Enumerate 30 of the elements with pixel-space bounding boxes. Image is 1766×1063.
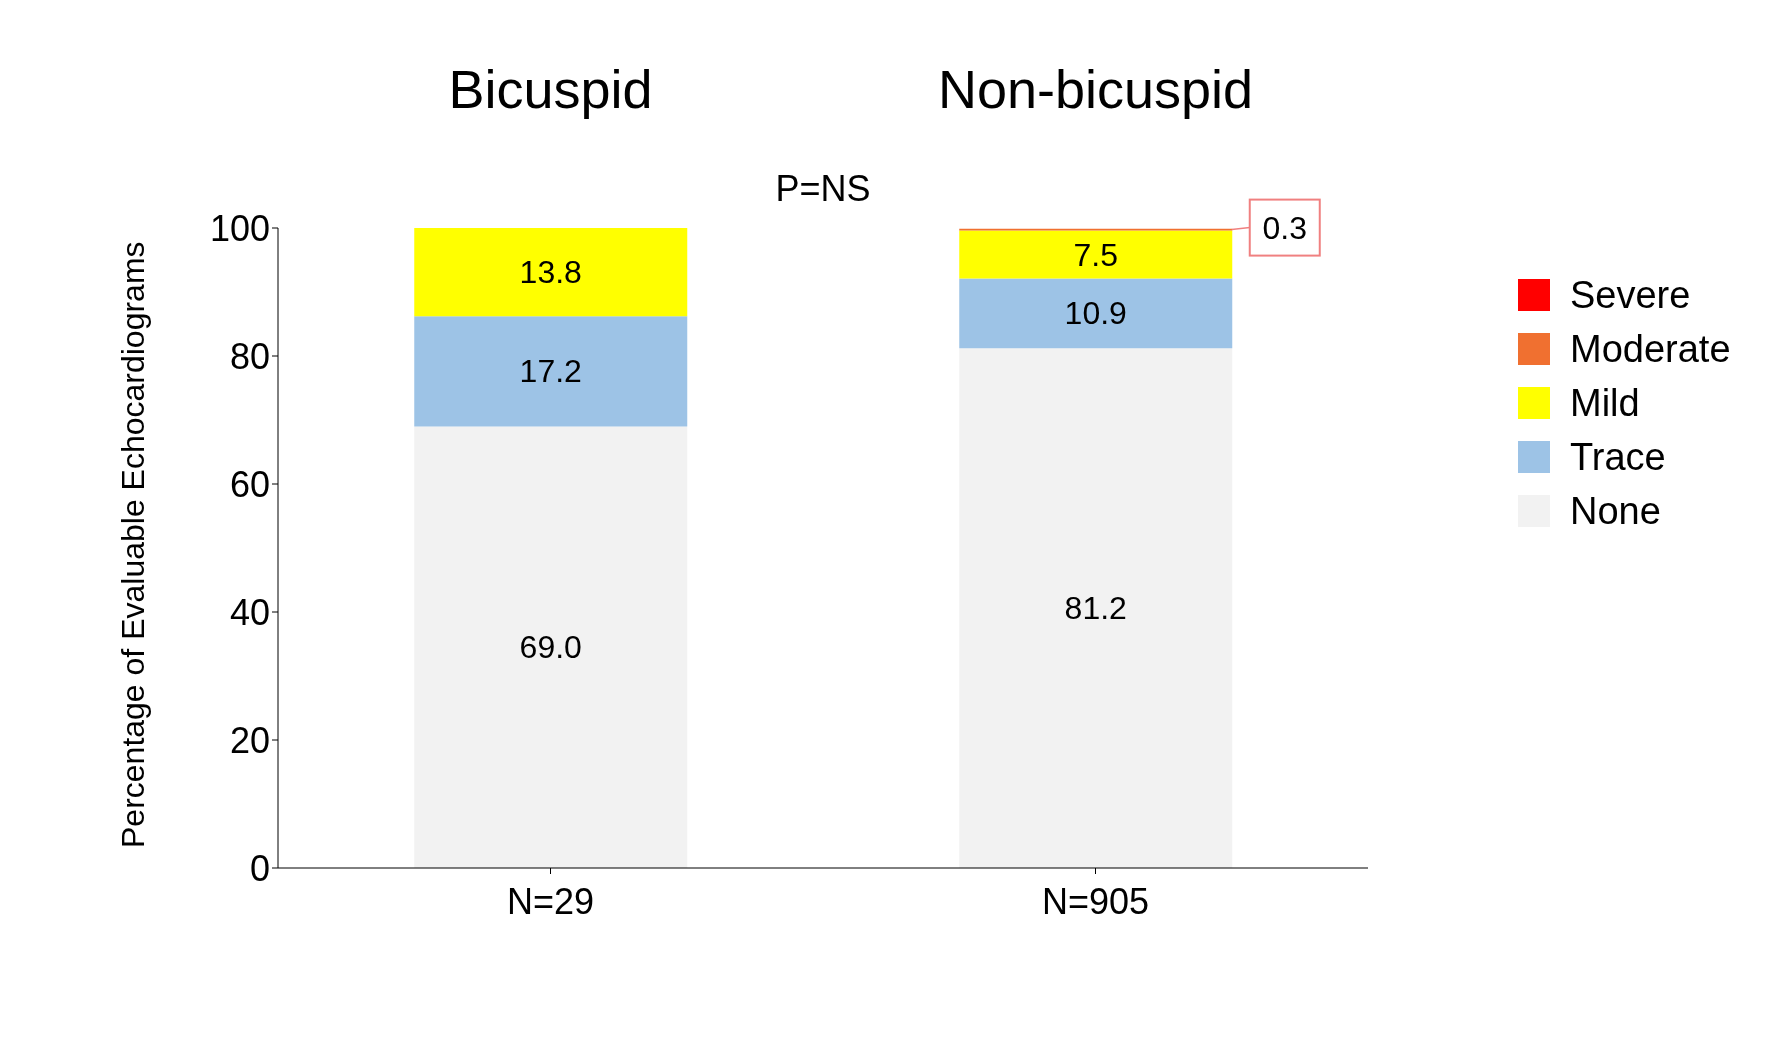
- y-tick-label: 0: [249, 847, 270, 889]
- x-tick-label: N=29: [506, 880, 595, 922]
- bar: [959, 348, 1233, 868]
- legend-label: None: [1570, 489, 1661, 533]
- data-label: 7.5: [1073, 236, 1118, 273]
- bar: [414, 316, 688, 427]
- bar: [959, 230, 1233, 279]
- legend-label: Mild: [1570, 381, 1640, 425]
- legend-label: Moderate: [1570, 327, 1731, 371]
- bar: [414, 228, 688, 317]
- data-label: 10.9: [1064, 295, 1127, 332]
- data-label: 0.3: [1262, 209, 1307, 246]
- y-tick-label: 40: [229, 591, 270, 633]
- y-tick-label: 60: [229, 463, 270, 505]
- legend-label: Trace: [1570, 435, 1666, 479]
- text: P=NS: [774, 168, 872, 210]
- y-tick-label: 20: [229, 719, 270, 761]
- text: Bicuspid: [447, 58, 654, 120]
- data-label: 69.0: [519, 629, 582, 666]
- y-tick-label: 100: [209, 207, 270, 249]
- bar: [414, 426, 688, 868]
- bar: [959, 278, 1233, 349]
- text: Non-bicuspid: [936, 58, 1255, 120]
- y-tick-label: 80: [229, 335, 270, 377]
- data-label: 17.2: [519, 353, 582, 390]
- y-axis-title: Percentage of Evaluable Echocardiograms: [115, 241, 152, 848]
- legend-label: Severe: [1570, 273, 1691, 317]
- data-label: 13.8: [519, 254, 582, 291]
- data-label: 81.2: [1064, 590, 1127, 627]
- x-tick-label: N=905: [1041, 880, 1150, 922]
